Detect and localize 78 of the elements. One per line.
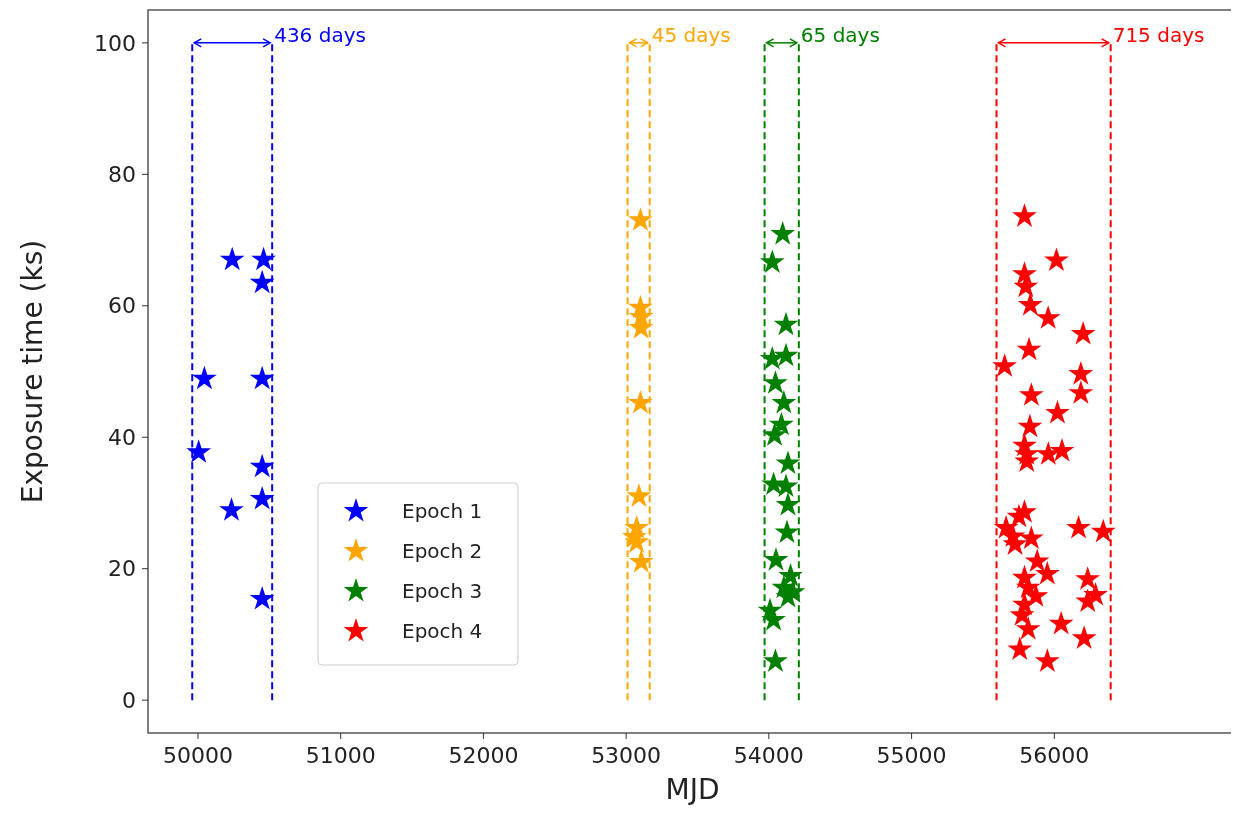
point	[1044, 247, 1069, 271]
point	[1068, 380, 1094, 404]
point	[1070, 321, 1096, 345]
legend-label: Epoch 2	[402, 539, 483, 563]
point	[249, 486, 275, 510]
y-tick-label: 80	[108, 162, 136, 188]
point	[219, 246, 245, 271]
point	[770, 221, 796, 245]
x-tick-label: 52000	[448, 743, 519, 768]
point	[773, 311, 799, 336]
point	[763, 370, 788, 394]
annotation: 436 days	[274, 22, 366, 47]
point	[774, 519, 800, 544]
point	[763, 547, 789, 571]
point	[762, 422, 787, 446]
legend-label: Epoch 3	[402, 579, 483, 603]
point	[1002, 531, 1028, 555]
x-tick-label: 54000	[733, 743, 804, 768]
point	[775, 491, 801, 516]
point	[1024, 548, 1050, 572]
point	[249, 585, 275, 610]
y-tick-label: 0	[122, 687, 136, 713]
point	[1034, 560, 1060, 585]
point	[251, 246, 276, 271]
legend-label: Epoch 1	[402, 499, 483, 523]
point	[1049, 438, 1075, 462]
point	[763, 648, 788, 672]
point	[219, 497, 244, 521]
point	[775, 450, 801, 475]
point	[1006, 503, 1032, 528]
point	[249, 453, 275, 478]
point	[628, 207, 653, 231]
x-axis-title: MJD	[665, 773, 720, 806]
point	[1090, 518, 1116, 543]
point	[1034, 648, 1060, 672]
point	[192, 365, 217, 390]
y-tick-label: 60	[108, 293, 136, 319]
point	[186, 439, 212, 463]
point	[1045, 399, 1070, 424]
point	[778, 562, 803, 587]
point	[1007, 636, 1033, 661]
point	[1017, 413, 1043, 438]
point	[1066, 514, 1091, 539]
point	[771, 390, 797, 414]
annotation: 715 days	[1112, 22, 1205, 47]
point	[759, 249, 785, 273]
x-tick-label: 50000	[162, 743, 233, 768]
point	[249, 365, 275, 390]
point	[1018, 525, 1044, 549]
point	[1071, 625, 1097, 649]
annotation: 65 days	[800, 22, 880, 47]
x-tick-label: 51000	[305, 743, 376, 768]
x-tick-label: 53000	[591, 743, 662, 768]
point	[1018, 382, 1044, 406]
point	[626, 483, 652, 507]
point	[773, 342, 799, 367]
point	[1016, 336, 1042, 361]
y-tick-label: 40	[108, 424, 136, 450]
point	[628, 549, 654, 573]
point	[1035, 305, 1061, 329]
point	[1023, 583, 1049, 607]
point	[1012, 261, 1037, 285]
point	[1075, 566, 1101, 590]
y-axis-title: Exposure time (ks)	[16, 239, 49, 504]
point	[628, 390, 653, 414]
point	[1012, 203, 1037, 227]
x-tick-label: 55000	[876, 743, 947, 768]
legend-label: Epoch 4	[402, 619, 483, 643]
annotation: 45 days	[651, 22, 731, 47]
point	[1017, 292, 1043, 316]
point	[249, 269, 275, 294]
y-tick-label: 20	[108, 556, 136, 582]
x-tick-label: 56000	[1019, 743, 1090, 768]
point	[1048, 610, 1074, 635]
y-tick-label: 100	[94, 30, 136, 56]
point	[992, 353, 1018, 377]
point	[1015, 616, 1041, 640]
point	[1068, 361, 1094, 385]
